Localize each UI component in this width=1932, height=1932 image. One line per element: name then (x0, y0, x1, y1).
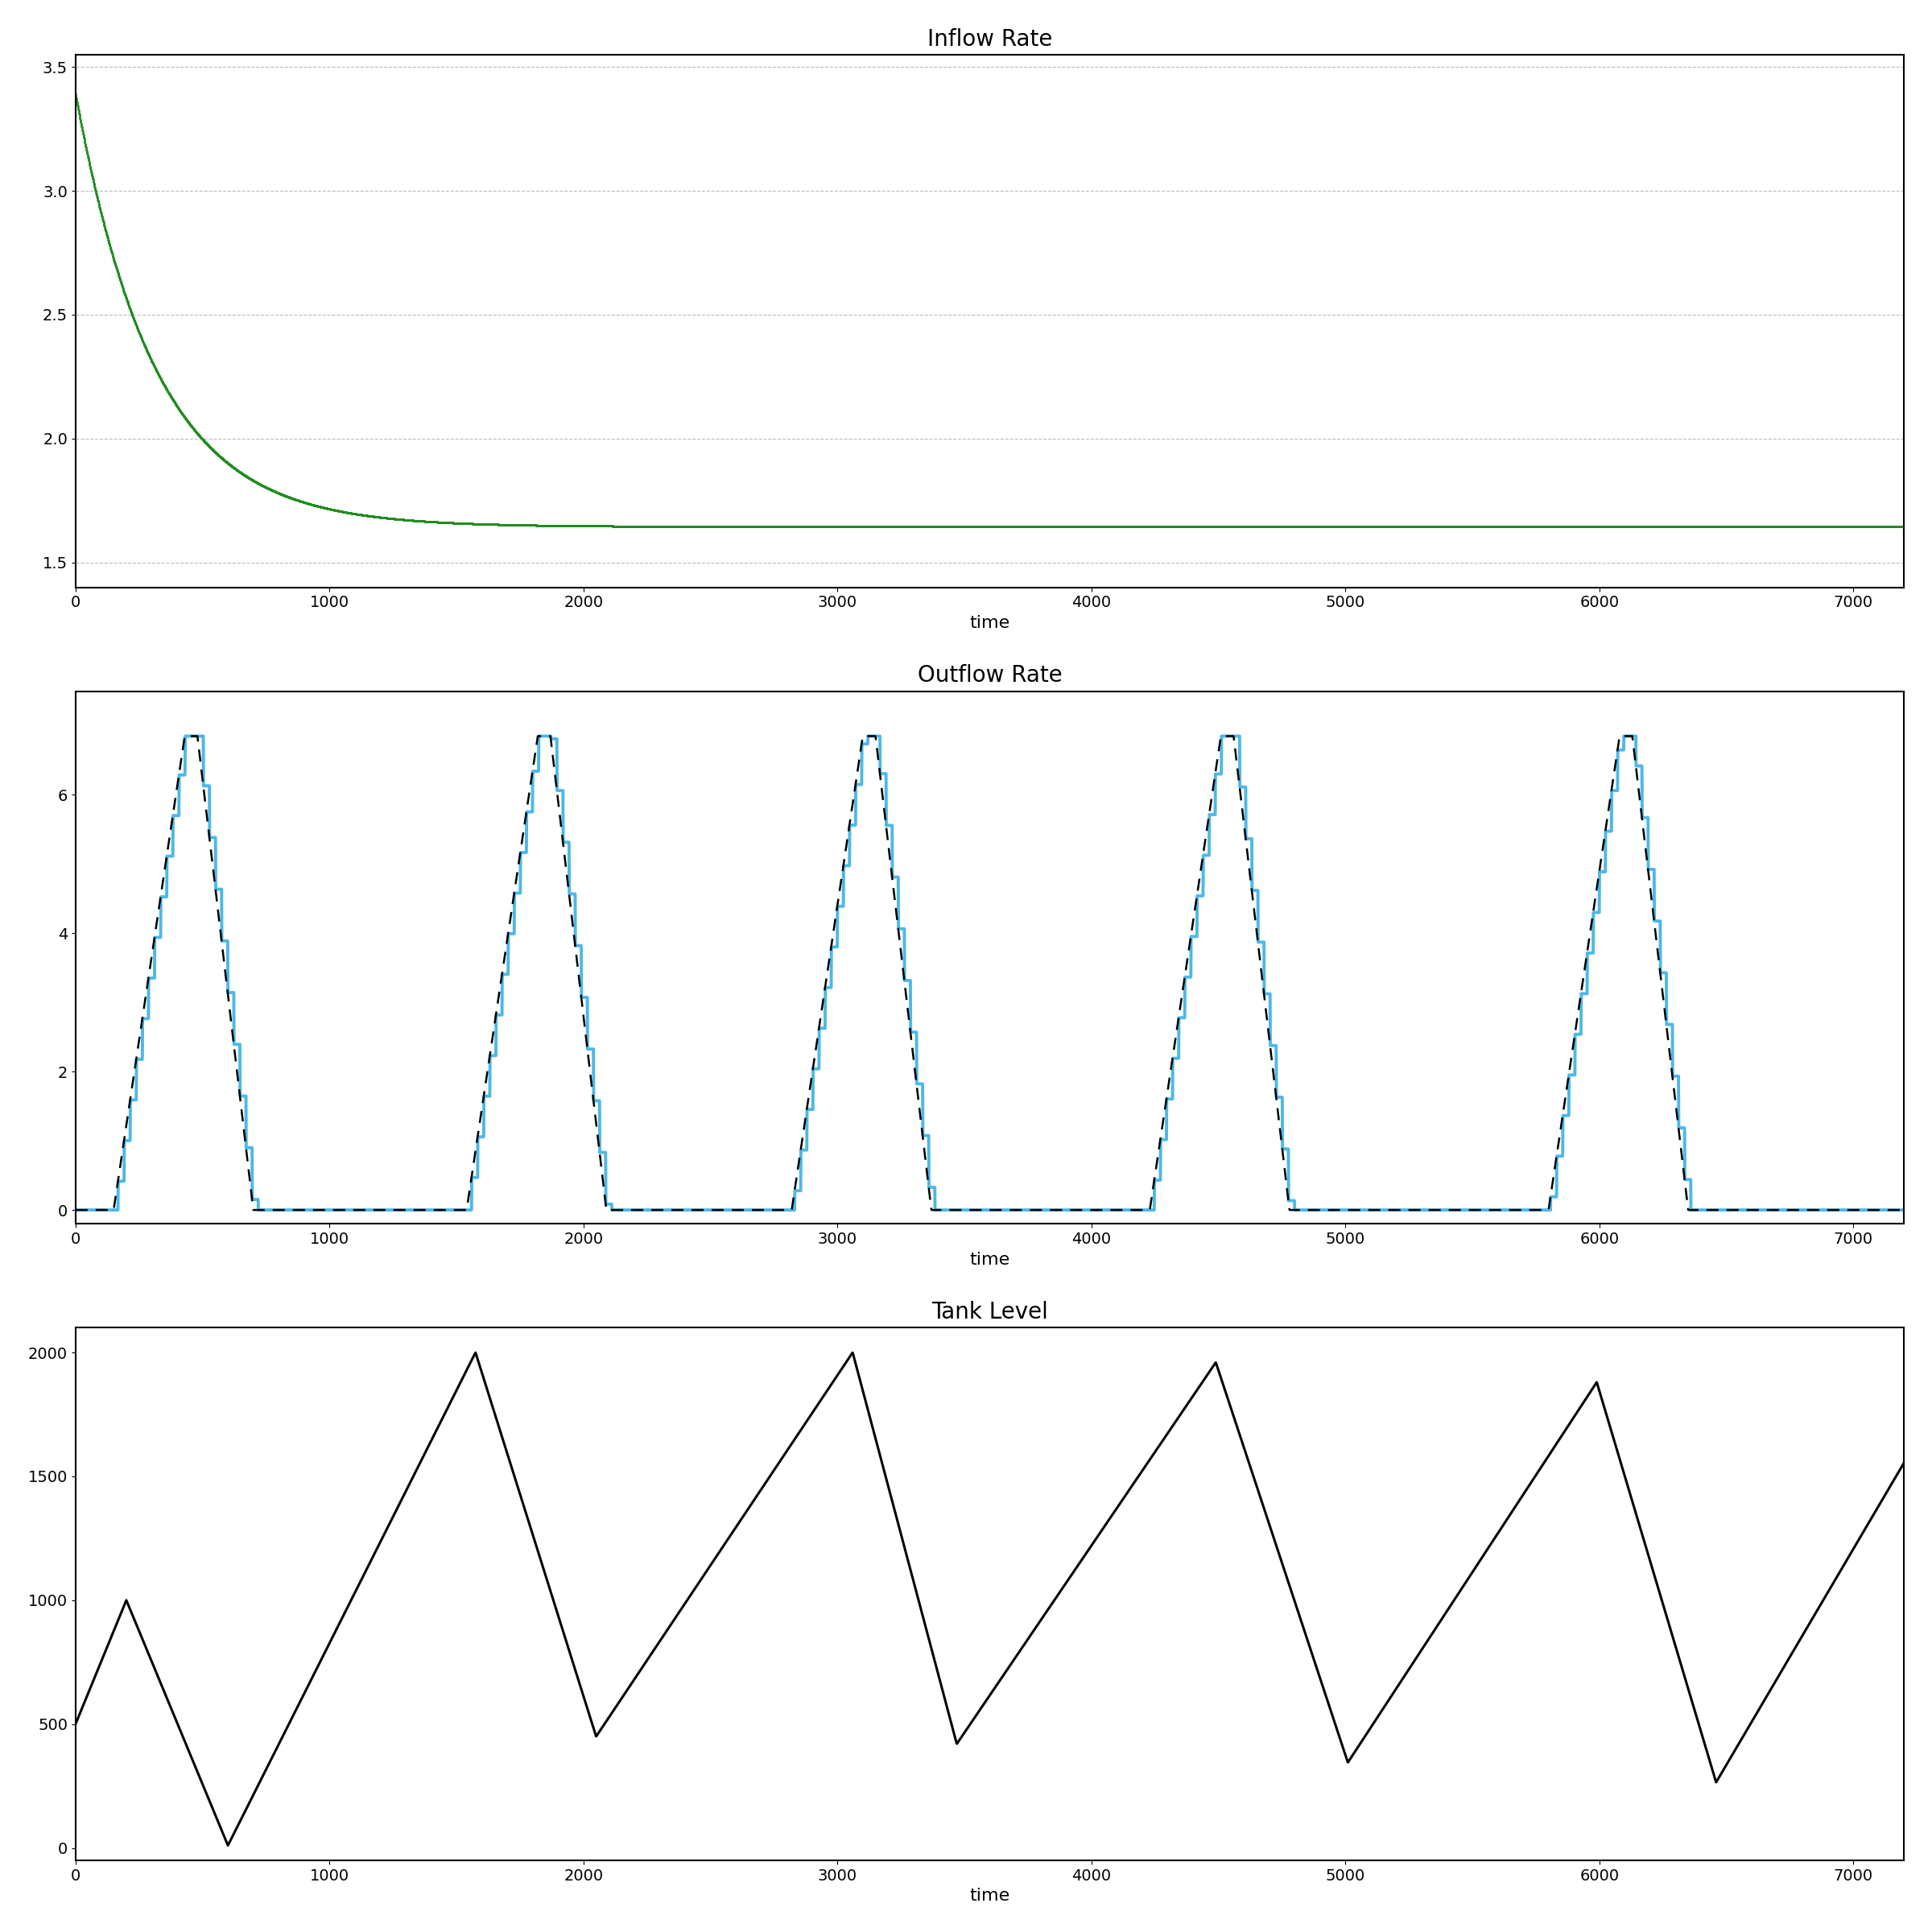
Title: Outflow Rate: Outflow Rate (918, 665, 1063, 688)
Title: Inflow Rate: Inflow Rate (927, 27, 1053, 50)
X-axis label: time: time (970, 1252, 1010, 1267)
Title: Tank Level: Tank Level (931, 1300, 1047, 1323)
X-axis label: time: time (970, 614, 1010, 632)
X-axis label: time: time (970, 1888, 1010, 1905)
